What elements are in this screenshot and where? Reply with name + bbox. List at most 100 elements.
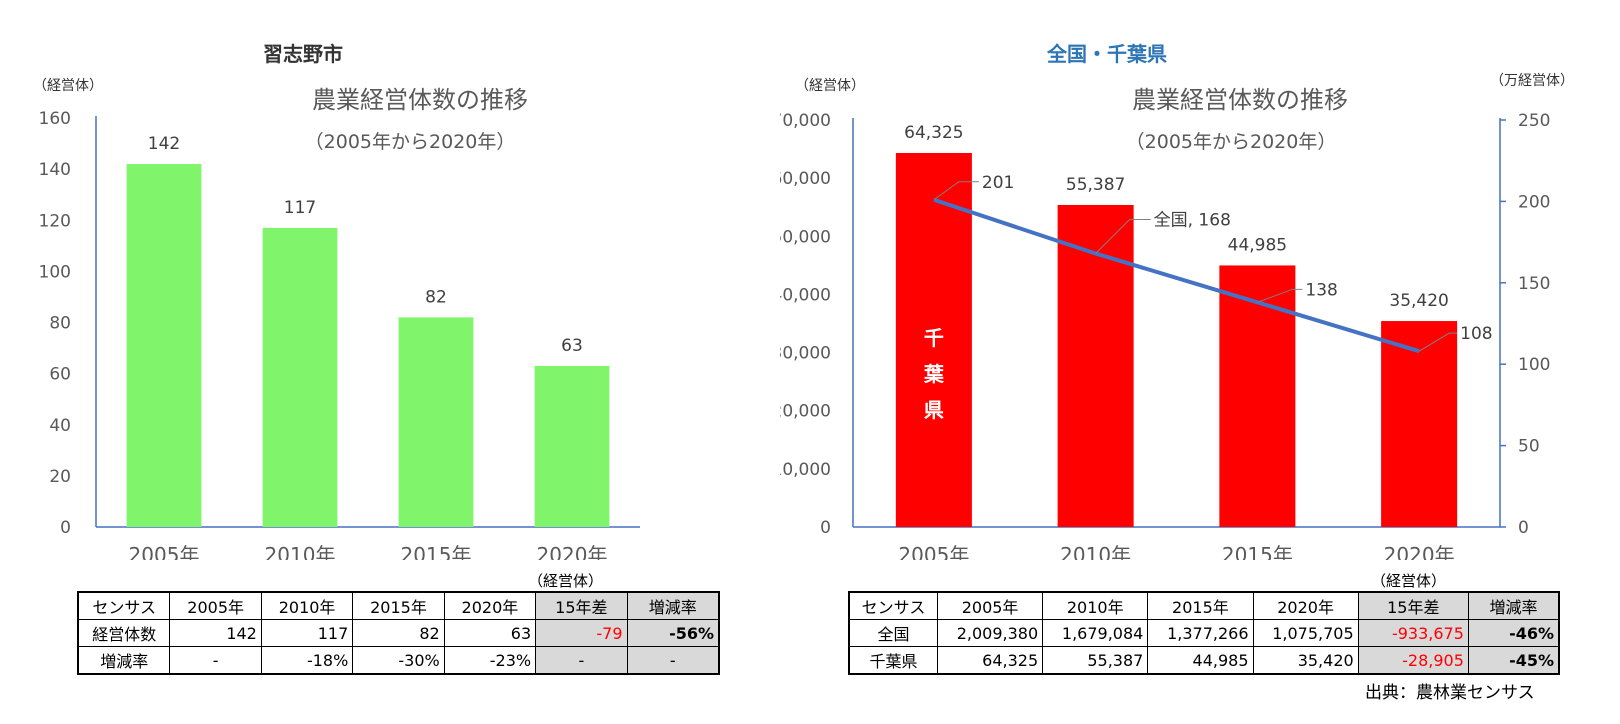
table-cell: -56% <box>626 619 720 647</box>
right-chart: （経営体） （万経営体） 農業経営体数の推移 （2005年から2020年） 0 10,00… <box>780 73 1574 560</box>
y-tick-label: 120 <box>39 211 71 231</box>
left-section-title: 習志野市 <box>263 42 343 66</box>
table-header-cell: 2005年 <box>936 591 1044 620</box>
y-left-tick-label: 10,000 <box>780 460 831 480</box>
bar-series-label: 葉 <box>923 362 945 386</box>
y-left-tick-label: 20,000 <box>780 402 831 422</box>
right-data-table: センサス 2005年 2010年 2015年 2020年 15年差 増減率 全国 2,009,3… <box>847 591 1560 675</box>
bar-series-label: 千 <box>924 326 944 350</box>
chart-subtitle: （2005年から2020年） <box>1126 131 1337 153</box>
x-tick-label: 2005年 <box>898 543 969 560</box>
table-cell: 64,325 <box>936 646 1044 675</box>
y-right-tick-label: 150 <box>1518 274 1550 294</box>
leader-line <box>1095 218 1151 254</box>
bar <box>1057 204 1134 527</box>
y-tick-label: 140 <box>39 160 71 180</box>
left-table-unit: （経営体） <box>528 572 604 590</box>
x-tick-label: 2010年 <box>265 543 336 560</box>
table-cell: 1,377,266 <box>1147 619 1254 647</box>
y-left-tick-label: 60,000 <box>780 169 831 189</box>
table-header-cell: センサス <box>847 591 938 620</box>
x-tick-label: 2020年 <box>537 543 608 560</box>
bar <box>1219 265 1296 527</box>
y-right-tick-label: 250 <box>1518 111 1550 131</box>
table-cell: 82 <box>352 619 445 647</box>
table-header-row: センサス 2005年 2010年 2015年 2020年 15年差 増減率 <box>77 591 720 620</box>
bar <box>398 317 474 527</box>
table-header-cell: 2020年 <box>443 591 537 620</box>
leader-line <box>933 181 979 201</box>
bar-series-label: 県 <box>924 398 944 422</box>
chart-title: 農業経営体数の推移 <box>1132 86 1348 114</box>
chart-subtitle: （2005年から2020年） <box>305 131 516 153</box>
table-cell: 1,679,084 <box>1042 619 1149 647</box>
table-header-cell: センサス <box>77 591 171 620</box>
y-left-tick-label: 0 <box>820 518 831 538</box>
data-label: 142 <box>148 134 180 154</box>
left-data-table: センサス 2005年 2010年 2015年 2020年 15年差 増減率 経営体数 142 11… <box>77 591 720 675</box>
y-left-tick-label: 50,000 <box>780 227 831 247</box>
table-cell: 1,075,705 <box>1252 619 1359 647</box>
table-cell: 63 <box>443 619 537 647</box>
table-cell: 44,985 <box>1147 646 1254 675</box>
left-chart: （経営体） 農業経営体数の推移 （2005年から2020年） 0 20 40 60 80 100… <box>33 78 640 560</box>
bar-data-label: 44,985 <box>1228 235 1287 255</box>
table-header-row: センサス 2005年 2010年 2015年 2020年 15年差 増減率 <box>847 591 1560 620</box>
table-row: 全国 2,009,380 1,679,084 1,377,266 1,075,705 -9… <box>847 619 1560 647</box>
leader-line <box>1257 288 1303 303</box>
y-left-tick-label: 70,000 <box>780 111 831 131</box>
line-data-label: 138 <box>1305 280 1337 300</box>
y-axis-unit-label: （経営体） <box>33 78 103 94</box>
table-cell: 142 <box>169 619 262 647</box>
table-cell: -30% <box>352 646 445 675</box>
table-header-cell: 2005年 <box>169 591 262 620</box>
table-row: 千葉県 64,325 55,387 44,985 35,420 -28,905 -45% <box>847 646 1560 675</box>
table-header-cell: 2010年 <box>1042 591 1149 620</box>
y-right-tick-label: 200 <box>1518 192 1550 212</box>
table-cell: 全国 <box>847 619 938 647</box>
y-right-tick-label: 100 <box>1518 355 1550 375</box>
y-tick-label: 100 <box>39 262 71 282</box>
data-label: 82 <box>425 287 447 307</box>
y-right-tick-label: 50 <box>1518 437 1540 457</box>
table-cell: -28,905 <box>1357 646 1469 675</box>
bar <box>126 164 202 527</box>
chart-title: 農業経営体数の推移 <box>312 86 528 114</box>
bar-data-label: 55,387 <box>1066 175 1125 195</box>
table-cell: 増減率 <box>77 646 171 675</box>
table-header-cell: 2020年 <box>1252 591 1359 620</box>
data-label: 63 <box>561 336 583 356</box>
line-data-label: 201 <box>982 173 1014 193</box>
y-axis-unit-label-right: （万経営体） <box>1490 73 1574 89</box>
bar <box>262 227 338 527</box>
right-table-unit: （経営体） <box>1371 572 1447 590</box>
table-cell: -18% <box>260 646 354 675</box>
table-header-cell: 2015年 <box>352 591 445 620</box>
bar-data-label: 64,325 <box>904 123 963 143</box>
table-row: 経営体数 142 117 82 63 -79 -56% <box>77 619 720 647</box>
y-left-tick-label: 40,000 <box>780 285 831 305</box>
table-cell: -933,675 <box>1357 619 1469 647</box>
x-tick-label: 2015年 <box>1222 543 1293 560</box>
y-tick-label: 0 <box>60 518 71 538</box>
x-tick-label: 2015年 <box>401 543 472 560</box>
y-tick-label: 20 <box>49 467 71 487</box>
table-cell: -46% <box>1467 619 1560 647</box>
table-cell: 55,387 <box>1042 646 1149 675</box>
table-header-cell: 15年差 <box>535 591 628 620</box>
table-header-cell: 2010年 <box>260 591 354 620</box>
y-tick-label: 80 <box>49 314 71 334</box>
table-cell: 千葉県 <box>847 646 938 675</box>
bar <box>895 152 972 527</box>
table-cell: -79 <box>535 619 628 647</box>
line-series <box>933 197 1420 354</box>
bar-data-label: 35,420 <box>1389 291 1448 311</box>
y-tick-label: 40 <box>49 416 71 436</box>
y-right-tick-label: 0 <box>1518 518 1529 538</box>
table-header-cell: 増減率 <box>1467 591 1560 620</box>
leader-line <box>1418 332 1458 352</box>
table-cell: - <box>535 646 628 675</box>
right-section-title: 全国・千葉県 <box>1047 42 1167 66</box>
y-tick-label: 160 <box>39 109 71 129</box>
table-row: 増減率 - -18% -30% -23% - - <box>77 646 720 675</box>
